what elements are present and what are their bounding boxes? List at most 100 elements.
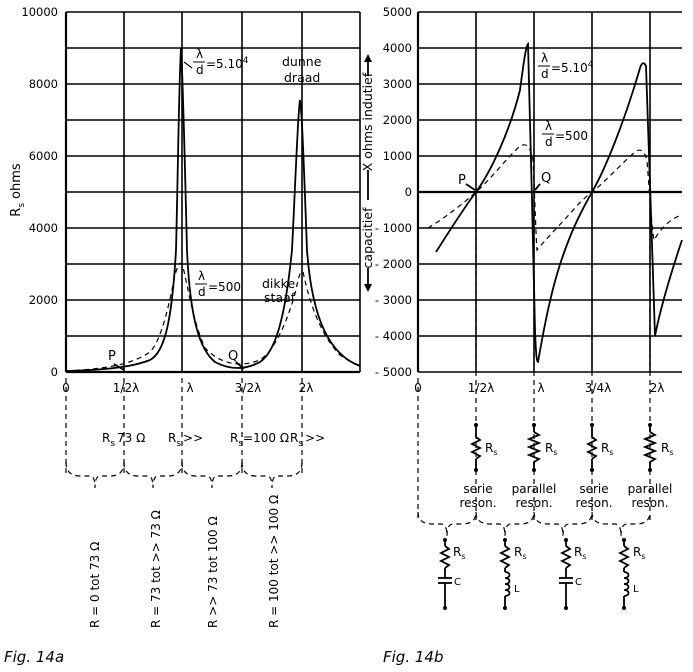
fig14a-ytick: 10000 (21, 5, 58, 19)
fig14b-y-ticks: 5000 4000 3000 2000 1000 0 - 1000 - 2000… (375, 5, 412, 379)
fig14b-ytick: - 4000 (375, 329, 412, 343)
svg-text:Rsohms: Rsohms (9, 163, 27, 217)
svg-text:L: L (633, 584, 639, 595)
fig14b-point-p: P (458, 173, 466, 188)
fig14b-res-labels: serie reson. parallel reson. serie reson… (459, 482, 672, 510)
svg-text:reson.: reson. (631, 496, 668, 510)
fig14a-xtick: 1/2λ (113, 381, 139, 395)
svg-text:serie: serie (463, 482, 492, 496)
res-symbol-parallel-1: Rs (526, 423, 558, 472)
svg-text:Rs: Rs (485, 441, 498, 457)
svg-text:=5.104: =5.104 (206, 56, 249, 71)
svg-text:Rs: Rs (514, 545, 527, 561)
fig14b-ytick: 3000 (383, 77, 412, 91)
eq-circuit-rl-2: Rs L (617, 538, 646, 610)
svg-text:Rs: Rs (633, 545, 646, 561)
svg-text:reson.: reson. (575, 496, 612, 510)
svg-text:dunne: dunne (282, 54, 322, 69)
res-symbol-serie-2: Rs (585, 423, 614, 472)
fig14b-ytick: - 1000 (375, 221, 412, 235)
fig14a-ytick: 4000 (29, 221, 58, 235)
svg-text:=500: =500 (555, 129, 588, 143)
svg-text:capacitief: capacitief (360, 207, 375, 269)
fig14b-points: P Q (458, 171, 551, 191)
svg-text:R = 100 tot >> 100 Ω: R = 100 tot >> 100 Ω (267, 495, 281, 628)
svg-text:Rs>>: Rs >> (290, 431, 325, 449)
svg-text:X ohms indutief: X ohms indutief (360, 72, 375, 171)
svg-text:C: C (575, 577, 582, 588)
fig14a-ytick: 2000 (29, 293, 58, 307)
svg-text:Rs: Rs (453, 545, 466, 561)
fig14b-thick-curve (427, 144, 683, 252)
svg-text:Rs: Rs (661, 441, 674, 457)
fig14a-ytick: 8000 (29, 77, 58, 91)
fig14a-ylabel: Rsohms (9, 163, 27, 217)
svg-text:R = 0 tot 73 Ω: R = 0 tot 73 Ω (88, 542, 102, 628)
fig14b-eq-circuits: Rs C Rs L Rs C (438, 538, 646, 610)
fig14a-xtick: λ (186, 381, 193, 395)
eq-circuit-rc-1: Rs C (438, 538, 466, 610)
fig14b-res-symbols: Rs Rs Rs Rs (469, 423, 674, 472)
fig14b-thin-label: λ d =5.104 (538, 51, 594, 81)
fig14b-curves (427, 41, 683, 363)
fig14a-grid (64, 11, 361, 374)
svg-text:dikke: dikke (262, 276, 295, 291)
eq-circuit-rl-1: Rs L (498, 538, 527, 610)
svg-text:=5.104: =5.104 (551, 60, 594, 75)
fig14a-ytick: 0 (51, 365, 58, 379)
fig14b-xtick: 3/4λ (585, 381, 611, 395)
svg-text:reson.: reson. (515, 496, 552, 510)
fig14a-xtick: 3/2λ (235, 381, 261, 395)
svg-text:λ: λ (545, 119, 552, 133)
svg-text:parallel: parallel (512, 482, 557, 496)
svg-text:Rs: Rs (545, 441, 558, 457)
svg-text:R >> 73 tot 100 Ω: R >> 73 tot 100 Ω (206, 516, 220, 628)
fig14b-ytick: - 3000 (375, 293, 412, 307)
svg-text:Rs>>: Rs >> (168, 431, 203, 449)
fig14b-ytick: - 5000 (375, 365, 412, 379)
svg-text:R = 73 tot >> 73 Ω: R = 73 tot >> 73 Ω (149, 510, 163, 628)
fig14a-range-labels: R = 0 tot 73 Ω R = 73 tot >> 73 Ω R >> 7… (88, 495, 281, 628)
fig14a-x-ticks: 0 1/2λ λ 3/2λ 2λ (62, 381, 313, 395)
eq-circuit-rc-2: Rs C (559, 538, 587, 610)
fig14b-x-ticks: 0 1/2λ λ 3/4λ 2λ (414, 381, 664, 395)
fig14b-ytick: 0 (405, 185, 412, 199)
fig14b-thick-label: λ d =500 (542, 119, 588, 149)
fig14a-xtick: 0 (62, 381, 70, 395)
svg-text:C: C (454, 577, 461, 588)
svg-text:Rs: Rs (601, 441, 614, 457)
fig14b-ylabel: X ohms indutief capacitief (360, 54, 375, 292)
svg-text:Rs: Rs (574, 545, 587, 561)
fig14a-curves (65, 47, 361, 372)
svg-text:=500: =500 (208, 280, 241, 294)
fig14a-thick-curve (65, 262, 361, 372)
fig14a-points: P Q (108, 349, 245, 371)
fig14a-point-p: P (108, 349, 116, 364)
fig14a-dropdowns (65, 378, 303, 475)
svg-text:λ: λ (198, 269, 205, 283)
fig14a-thin-label: λ d =5.104 dunne draad (183, 47, 322, 85)
svg-text:parallel: parallel (628, 482, 673, 496)
res-symbol-serie-1: Rs (469, 423, 498, 472)
fig14a-braces (65, 461, 303, 489)
fig14a-ytick: 6000 (29, 149, 58, 163)
fig14b-point-q: Q (541, 171, 551, 186)
svg-text:d: d (541, 67, 549, 81)
fig14a-xtick: 2λ (299, 381, 314, 395)
fig14a-y-ticks: 10000 8000 6000 4000 2000 0 (21, 5, 58, 379)
fig14b-braces (417, 511, 651, 537)
fig14b-caption: Fig. 14b (383, 648, 443, 666)
fig14b-ytick: 2000 (383, 113, 412, 127)
fig14b-ytick: 1000 (383, 149, 412, 163)
fig14a-caption: Fig. 14a (4, 648, 64, 666)
fig14a-point-q: Q (228, 349, 238, 364)
fig14b-ytick: - 2000 (375, 257, 412, 271)
fig14b-ytick: 5000 (383, 5, 412, 19)
fig14a-thin-curve (65, 47, 361, 372)
fig14b-dropdowns (417, 200, 651, 520)
fig14b-ytick: 4000 (383, 41, 412, 55)
svg-text:reson.: reson. (459, 496, 496, 510)
fig14b-xtick: 1/2λ (468, 381, 494, 395)
